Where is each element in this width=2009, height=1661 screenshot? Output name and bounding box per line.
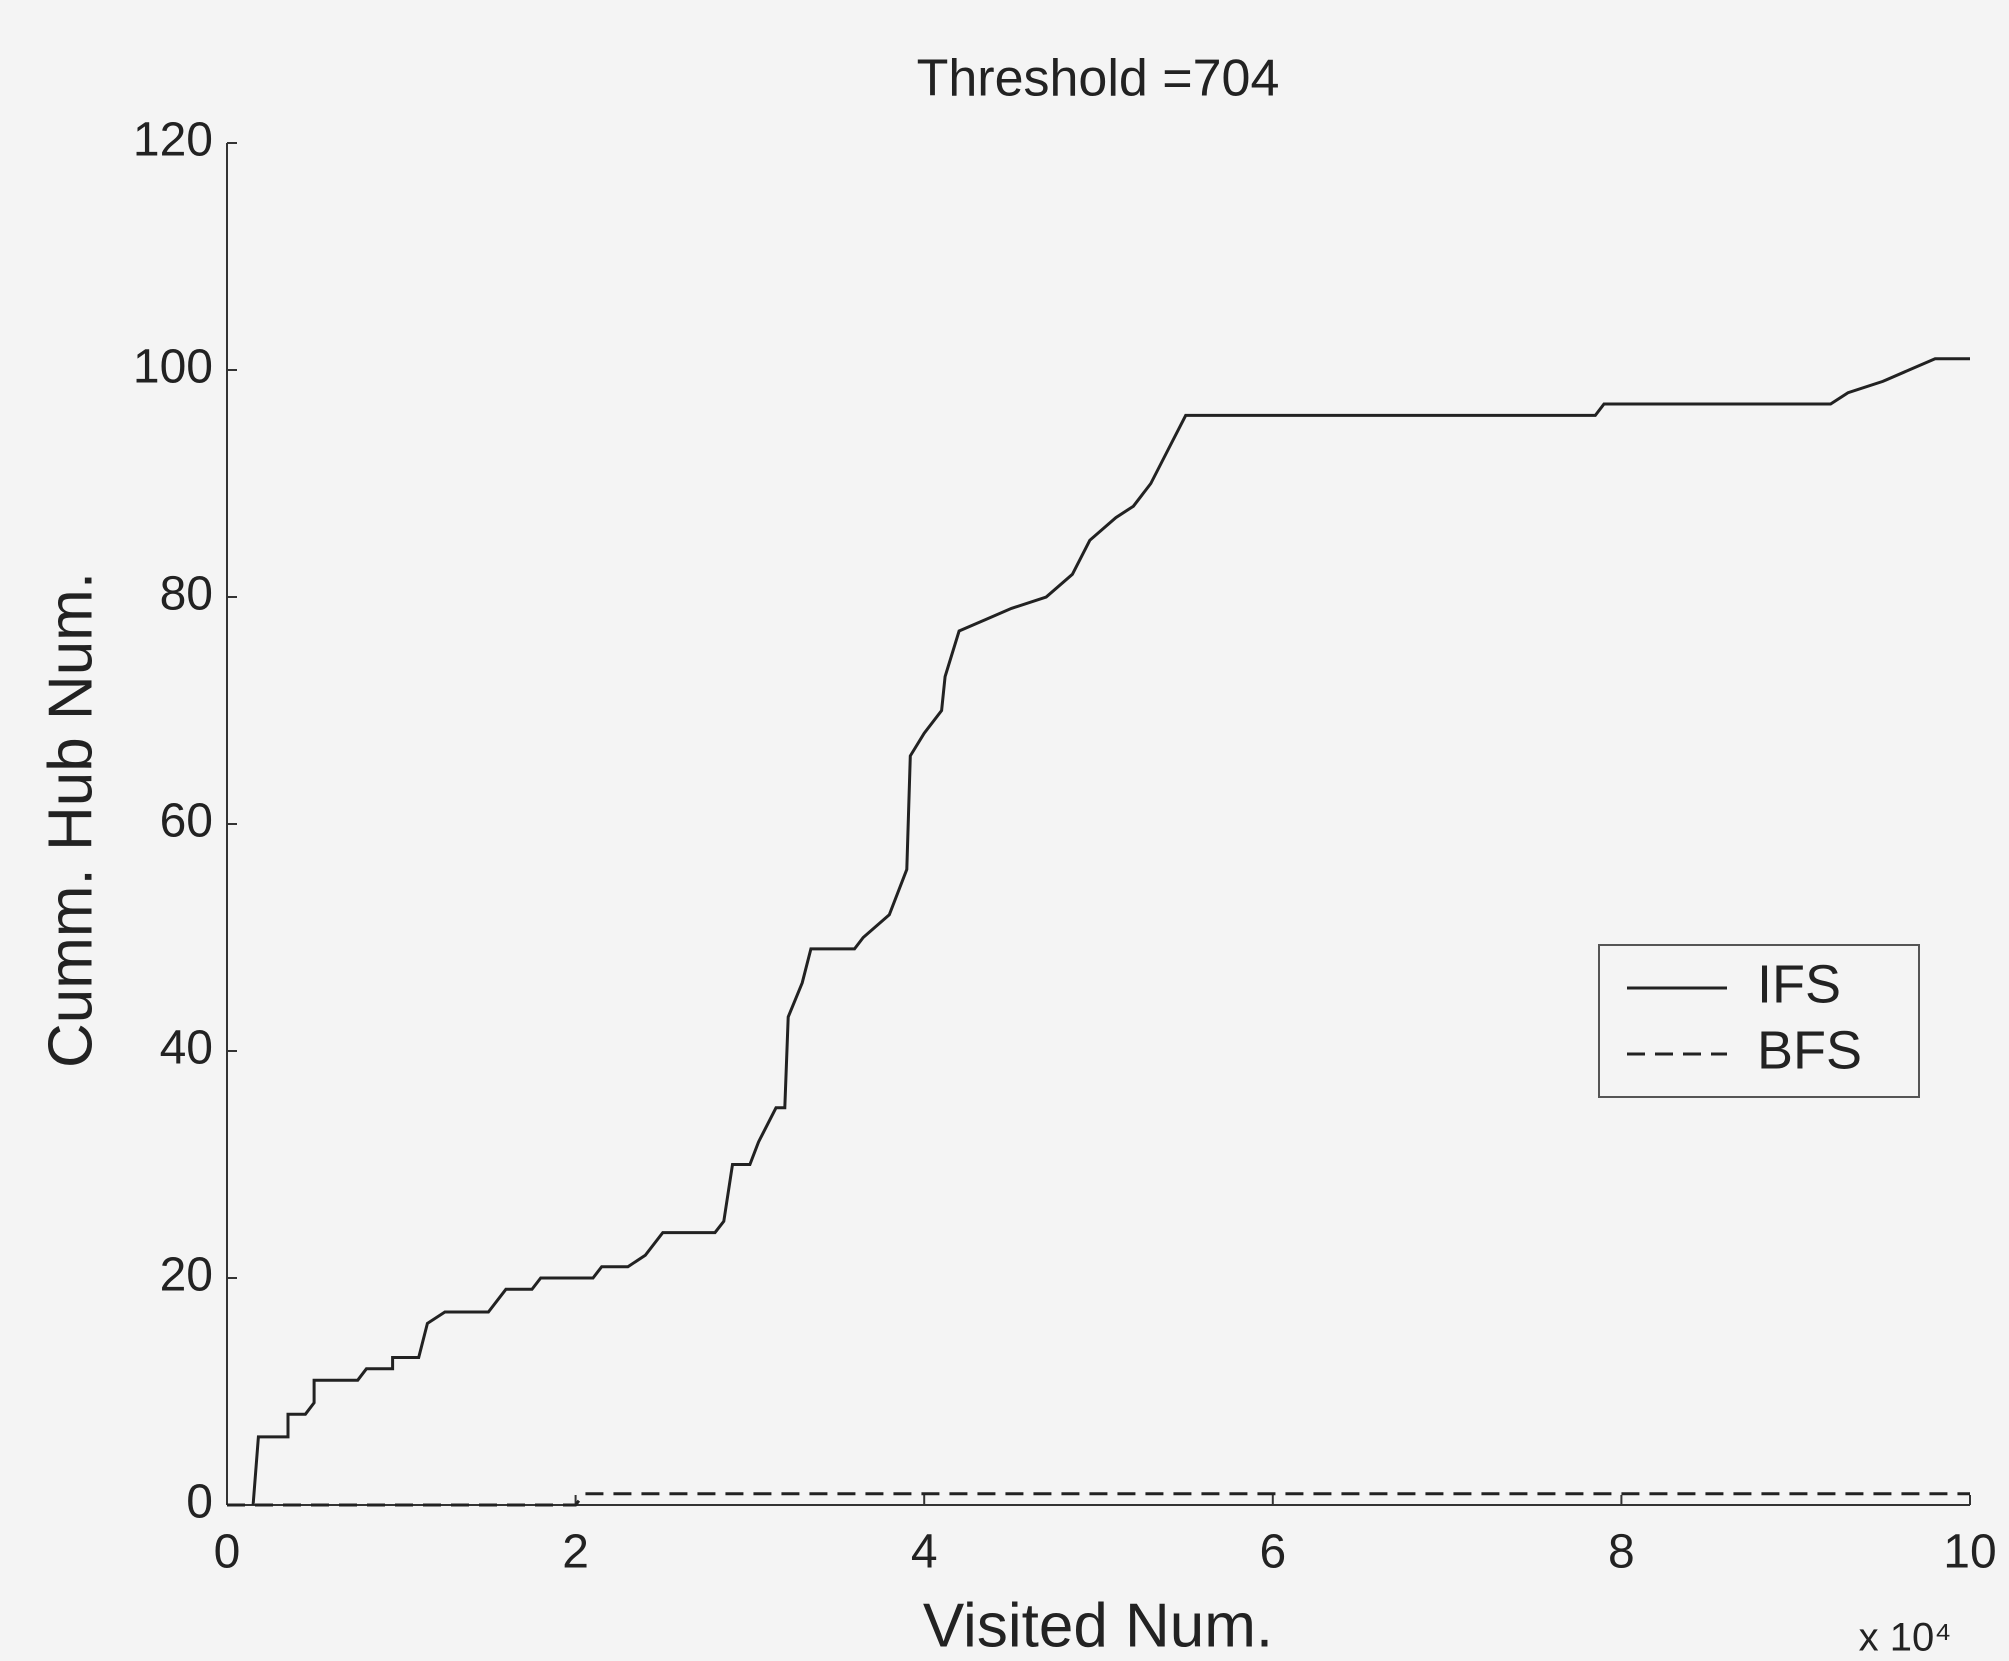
legend-label: BFS bbox=[1757, 1020, 1862, 1080]
y-tick-label: 20 bbox=[160, 1249, 213, 1302]
y-tick-label: 80 bbox=[160, 568, 213, 621]
x-tick-label: 2 bbox=[562, 1526, 589, 1579]
y-tick-label: 100 bbox=[133, 341, 213, 394]
x-tick-label: 10 bbox=[1943, 1526, 1996, 1579]
legend-box bbox=[1598, 944, 1920, 1098]
y-tick-label: 60 bbox=[160, 795, 213, 848]
legend-label: IFS bbox=[1757, 954, 1841, 1014]
x-tick-label: 4 bbox=[911, 1526, 938, 1579]
y-tick-label: 0 bbox=[186, 1476, 213, 1529]
chart-title: Threshold =704 bbox=[917, 50, 1280, 108]
x-multiplier: x 10⁴ bbox=[1859, 1616, 1952, 1660]
y-tick-label: 120 bbox=[133, 114, 213, 167]
x-axis-label: Visited Num. bbox=[923, 1591, 1273, 1660]
x-tick-label: 8 bbox=[1608, 1526, 1635, 1579]
series-line bbox=[227, 1492, 1970, 1507]
x-tick-label: 0 bbox=[214, 1526, 241, 1579]
y-axis-label: Cumm. Hub Num. bbox=[36, 572, 105, 1068]
series-line bbox=[251, 357, 1970, 1506]
y-tick-label: 40 bbox=[160, 1022, 213, 1075]
x-tick-label: 6 bbox=[1259, 1526, 1286, 1579]
